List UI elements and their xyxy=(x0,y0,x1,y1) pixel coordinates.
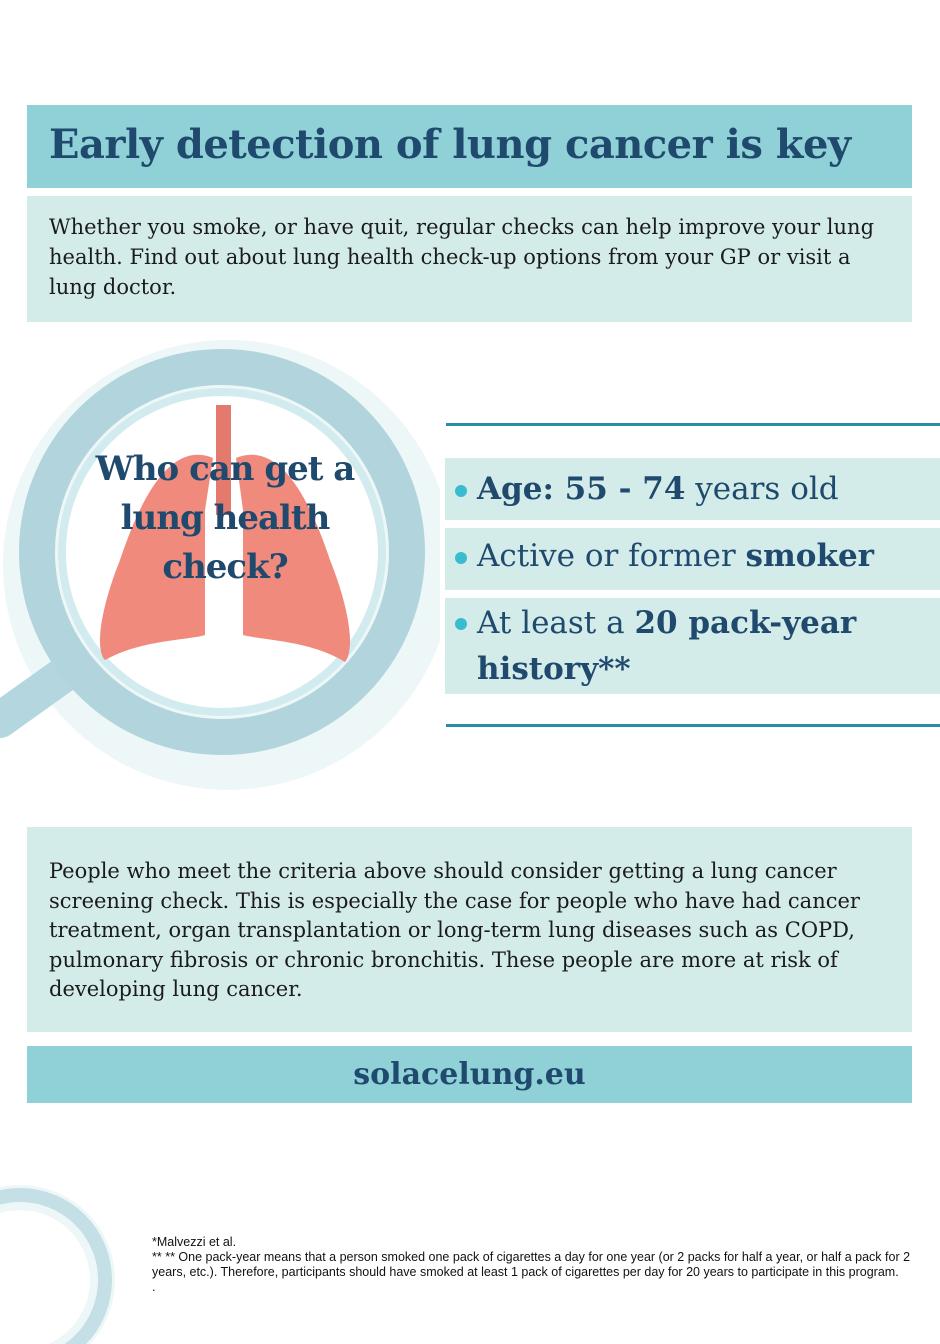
title-banner: Early detection of lung cancer is key xyxy=(27,105,912,188)
criterion-age: Age: 55 - 74 years old xyxy=(445,458,940,520)
info-box: People who meet the criteria above shoul… xyxy=(27,827,912,1032)
criterion-bold: 20 pack-year history** xyxy=(477,605,857,687)
question-heading: Who can get a lung health check? xyxy=(95,449,356,587)
intro-box: Whether you smoke, or have quit, regular… xyxy=(27,196,912,322)
bullet-icon xyxy=(455,618,467,630)
lungs-icon xyxy=(100,405,350,662)
info-text: People who meet the criteria above shoul… xyxy=(49,859,860,1001)
bullet-icon xyxy=(455,485,467,497)
footnote-dot: . xyxy=(152,1280,156,1294)
criterion-normal: Active or former xyxy=(477,538,746,574)
footnotes: *Malvezzi et al. ** ** One pack-year mea… xyxy=(152,1235,932,1295)
page-title: Early detection of lung cancer is key xyxy=(49,121,851,168)
criterion-smoker: Active or former smoker xyxy=(445,528,940,590)
website-link[interactable]: solacelung.eu xyxy=(353,1057,586,1092)
url-banner: solacelung.eu xyxy=(27,1046,912,1103)
footnote-pack-year: ** ** One pack-year means that a person … xyxy=(152,1250,911,1279)
divider-bottom xyxy=(446,724,940,727)
intro-text: Whether you smoke, or have quit, regular… xyxy=(49,215,875,299)
divider-top xyxy=(446,423,940,426)
bullet-icon xyxy=(455,552,467,564)
criterion-bold: Age: 55 - 74 xyxy=(477,471,686,507)
footnote-reference: *Malvezzi et al. xyxy=(152,1235,237,1249)
criterion-normal: years old xyxy=(685,471,839,507)
magnifying-glass-icon xyxy=(0,340,440,790)
criterion-pack-year: At least a 20 pack-year history** xyxy=(445,598,940,694)
criterion-bold: smoker xyxy=(745,538,875,574)
magnifying-glass-icon xyxy=(0,1185,115,1344)
criterion-normal: At least a xyxy=(477,605,635,641)
